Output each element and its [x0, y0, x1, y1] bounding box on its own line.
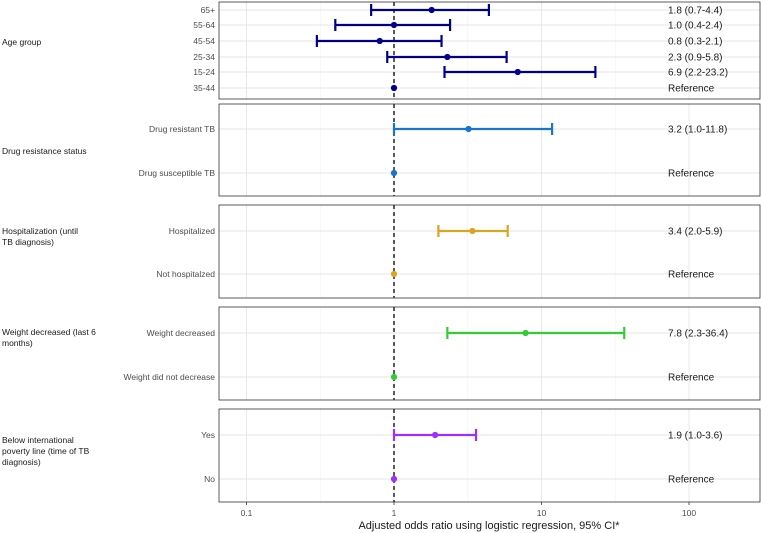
x-tick-label: 100: [682, 508, 696, 518]
group-label: Below international poverty line (time of…: [2, 435, 90, 467]
category-label: 15-24: [193, 67, 215, 77]
category-label: Not hospitalzed: [156, 269, 215, 279]
group-label: Hospitalization (until TB diagnosis): [2, 226, 78, 247]
panel-border: [218, 408, 761, 503]
category-label: Hospitalized: [169, 226, 216, 236]
category-label: Drug susceptible TB: [139, 168, 216, 178]
category-label: 25-34: [193, 52, 215, 62]
panel-border: [218, 103, 761, 197]
estimate-label: 2.3 (0.9-5.8): [668, 53, 722, 64]
panel-border: [218, 204, 761, 299]
estimate-point: [465, 125, 472, 133]
estimate-label: 3.2 (1.0-11.8): [668, 125, 727, 136]
group-label: Drug resistance status: [2, 146, 87, 156]
category-label: 45-54: [193, 36, 215, 46]
panel-border: [218, 306, 761, 401]
group-label-line: months): [2, 338, 33, 348]
estimate-point: [432, 431, 439, 439]
estimate-point: [428, 6, 435, 14]
estimate-label: Reference: [668, 475, 715, 486]
panel-5: Yes 1.9 (1.0-3.6) No Reference Below interna…: [2, 408, 761, 503]
estimate-point: [390, 270, 398, 278]
estimate-point: [390, 475, 398, 483]
panel-border: [218, 1, 761, 100]
estimate-label: 1.8 (0.7-4.4): [668, 6, 722, 17]
estimate-point: [390, 373, 398, 381]
estimate-label: Reference: [668, 84, 715, 95]
estimate-label: 3.4 (2.0-5.9): [668, 227, 722, 238]
group-label-line: poverty line (time of TB: [2, 446, 90, 456]
group-label: Weight decreased (last 6 months): [2, 327, 96, 348]
estimate-point: [390, 169, 398, 177]
panel-2: Drug resistant TB 3.2 (1.0-11.8) Drug susc…: [2, 103, 761, 197]
estimate-point: [522, 329, 529, 337]
estimate-label: 1.9 (1.0-3.6): [668, 431, 722, 442]
group-label-line: TB diagnosis): [2, 237, 54, 247]
estimate-label: 7.8 (2.3-36.4): [668, 329, 728, 340]
category-label: Weight did not decrease: [123, 372, 215, 382]
group-label-line: Drug resistance status: [2, 146, 87, 156]
estimate-point: [390, 84, 398, 92]
category-label: 35-44: [193, 83, 215, 93]
panel-1: 65+ 1.8 (0.7-4.4) 55-64 1.0 (0.4-2.4) 45-54 0…: [2, 1, 761, 100]
estimate-label: Reference: [668, 373, 715, 384]
x-tick-label: 1: [392, 508, 397, 518]
group-label-line: Age group: [2, 37, 41, 47]
panel-3: Hospitalized 3.4 (2.0-5.9) Not hospitalzed…: [2, 204, 761, 299]
estimate-label: Reference: [668, 169, 715, 180]
category-label: Yes: [201, 430, 215, 440]
group-label-line: Hospitalization (until: [2, 226, 78, 236]
estimate-label: 1.0 (0.4-2.4): [668, 21, 722, 32]
estimate-point: [514, 68, 521, 76]
estimate-point: [444, 53, 451, 61]
estimate-label: Reference: [668, 270, 715, 281]
x-tick-label: 0.1: [241, 508, 253, 518]
group-label-line: Weight decreased (last 6: [2, 327, 96, 337]
category-label: 65+: [201, 5, 215, 15]
estimate-point: [469, 227, 476, 235]
group-label-line: diagnosis): [2, 457, 41, 467]
panel-4: Weight decreased 7.8 (2.3-36.4) Weight did…: [2, 306, 761, 401]
group-label-line: Below international: [2, 435, 74, 445]
x-tick-label: 10: [537, 508, 547, 518]
estimate-label: 0.8 (0.3-2.1): [668, 37, 722, 48]
estimate-point: [390, 21, 398, 29]
category-label: Drug resistant TB: [149, 124, 215, 134]
category-label: Weight decreased: [147, 328, 216, 338]
category-label: 55-64: [193, 20, 215, 30]
estimate-label: 6.9 (2.2-23.2): [668, 68, 728, 79]
estimate-point: [376, 37, 383, 45]
category-label: No: [204, 474, 215, 484]
group-label: Age group: [2, 37, 41, 47]
x-axis-title: Adjusted odds ratio using logistic regre…: [358, 520, 620, 532]
